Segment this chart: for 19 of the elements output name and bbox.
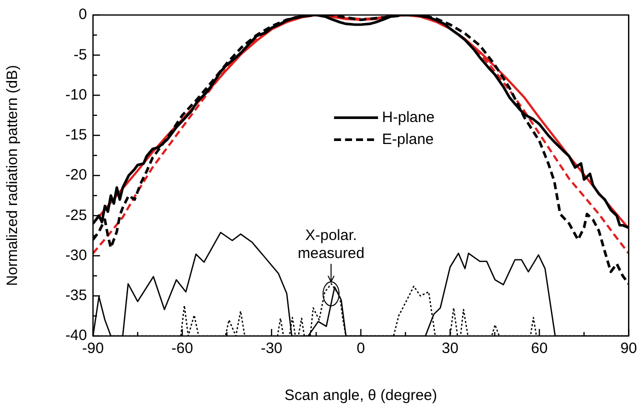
x-axis-title: Scan angle, θ (degree) (284, 387, 438, 404)
x-tick-label: -30 (260, 340, 282, 358)
x-tick-label: 60 (531, 340, 548, 358)
y-tick-label: 0 (78, 6, 87, 24)
x-tick-label: -60 (171, 340, 194, 358)
legend-label: E-plane (382, 130, 434, 148)
x-tick-label: 30 (442, 340, 458, 358)
legend-label: H-plane (382, 108, 435, 126)
x-tick-label: 0 (356, 340, 365, 358)
y-tick-label: -25 (65, 206, 87, 224)
y-tick-label: -20 (65, 166, 87, 184)
x-tick-label: 90 (620, 340, 637, 358)
y-tick-label: -10 (65, 86, 87, 104)
annotation: X-polar. measured (298, 226, 364, 262)
y-tick-label: -15 (65, 126, 87, 144)
y-tick-label: -35 (65, 287, 87, 304)
y-tick-label: -30 (65, 246, 87, 264)
y-tick-label: -5 (74, 46, 87, 64)
y-axis-title: Normalized radiation pattern (dB) (4, 65, 22, 286)
